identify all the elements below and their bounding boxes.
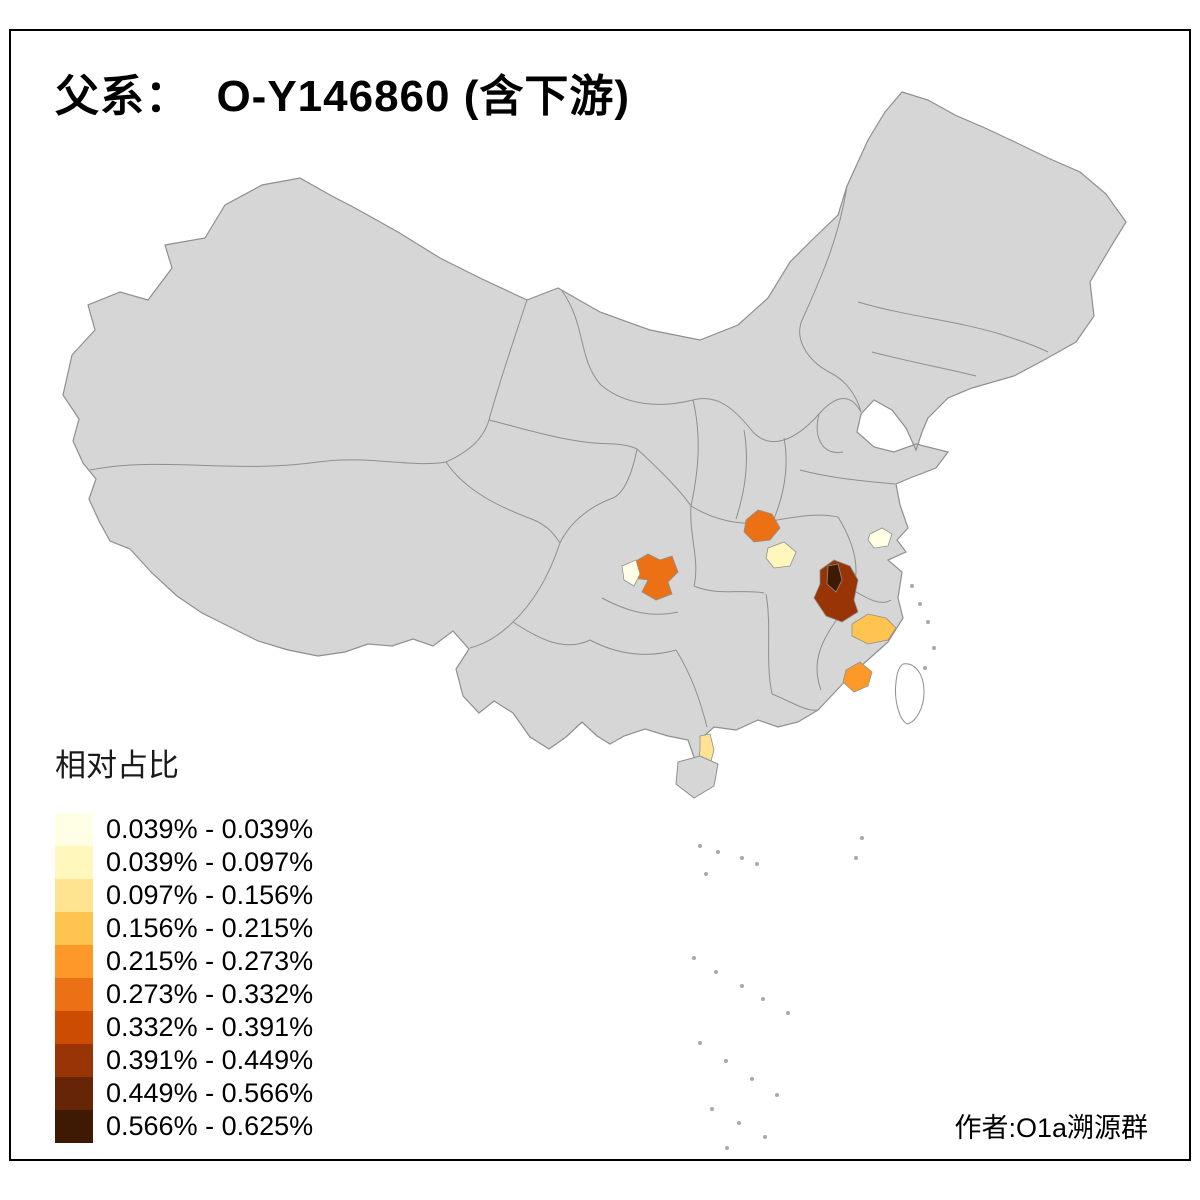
legend-swatch: [55, 1110, 93, 1143]
legend-label: 0.449% - 0.566%: [106, 1078, 314, 1108]
legend-item: 0.039% - 0.097%: [55, 846, 313, 879]
page-title: 父系： O-Y146860 (含下游): [55, 72, 631, 121]
legend-swatch: [55, 879, 93, 912]
legend-swatch: [55, 945, 93, 978]
south-china-sea-islets: [692, 584, 936, 1150]
legend-label: 0.391% - 0.449%: [106, 1045, 314, 1075]
legend-item: 0.097% - 0.156%: [55, 879, 313, 912]
page-border-frame: [9, 29, 1191, 1161]
china-mainland: [62, 91, 1127, 761]
legend-item: 0.273% - 0.332%: [55, 978, 313, 1011]
legend-item: 0.039% - 0.039%: [55, 813, 313, 846]
map-region-shanghai: [867, 527, 893, 549]
taiwan-island: [895, 663, 925, 725]
legend-label: 0.156% - 0.215%: [106, 913, 314, 943]
legend-swatch: [55, 1044, 93, 1077]
legend-label: 0.097% - 0.156%: [106, 880, 314, 910]
map-region-zhejiang: [851, 613, 897, 645]
legend-title: 相对占比: [55, 748, 179, 783]
map-region-anhui-dark: [826, 563, 843, 593]
legend-item: 0.391% - 0.449%: [55, 1044, 313, 1077]
map-region-chengdu: [621, 559, 641, 587]
legend-label: 0.039% - 0.039%: [106, 814, 314, 844]
highlighted-regions: [621, 509, 897, 773]
legend-item: 0.566% - 0.625%: [55, 1110, 313, 1143]
legend-swatch: [55, 912, 93, 945]
legend-label: 0.215% - 0.273%: [106, 946, 314, 976]
map-legend: 相对占比 0.039% - 0.039% 0.039% - 0.097% 0.0…: [55, 740, 313, 1143]
legend-swatch: [55, 1077, 93, 1110]
map-region-fujian: [842, 661, 873, 693]
legend-label: 0.332% - 0.391%: [106, 1012, 314, 1042]
author-credit: 作者:O1a溯源群: [954, 1113, 1148, 1143]
map-region-hubei-south: [765, 541, 797, 569]
legend-label: 0.039% - 0.097%: [106, 847, 314, 877]
legend-item: 0.449% - 0.566%: [55, 1077, 313, 1110]
legend-item: 0.156% - 0.215%: [55, 912, 313, 945]
legend-swatch: [55, 813, 93, 846]
legend-item: 0.332% - 0.391%: [55, 1011, 313, 1044]
map-region-chongqing: [631, 553, 679, 601]
legend-swatch: [55, 1011, 93, 1044]
legend-label: 0.566% - 0.625%: [106, 1111, 314, 1141]
province-borders: [89, 185, 1049, 728]
legend-label: 0.273% - 0.332%: [106, 979, 314, 1009]
legend-swatch: [55, 978, 93, 1011]
legend-item: 0.215% - 0.273%: [55, 945, 313, 978]
map-region-hubei: [743, 509, 781, 543]
legend-swatch: [55, 846, 93, 879]
hainan-island: [675, 755, 719, 799]
